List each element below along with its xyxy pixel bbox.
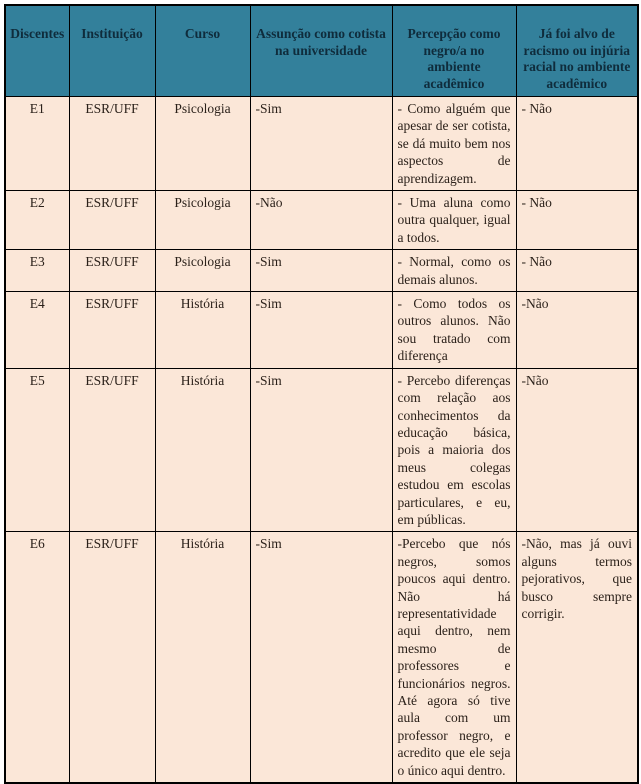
cell-percepcao: - Como todos os outros alunos. Não sou t… — [391, 291, 517, 369]
cell-racismo: -Não — [515, 291, 639, 369]
cell-racismo: - Não — [515, 249, 639, 293]
cell-instituicao: ESR/UFF — [68, 249, 156, 293]
cell-percepcao: - Como alguém que apesar de ser cotista,… — [391, 95, 517, 192]
cell-cotista: -Sim — [249, 249, 393, 293]
cell-percepcao: -Percebo que nós negros, somos poucos aq… — [391, 531, 517, 784]
cell-percepcao: - Percebo diferenças com relação aos con… — [391, 367, 517, 533]
table-row-e6: E6 ESR/UFF História -Sim -Percebo que nó… — [4, 531, 639, 784]
col-header-instituicao: Instituição — [68, 4, 156, 97]
cell-instituicao: ESR/UFF — [68, 190, 156, 251]
cell-racismo: -Não, mas já ouvi alguns termos pejorati… — [515, 531, 639, 784]
col-header-discentes: Discentes — [4, 4, 70, 97]
table-row-e2: E2 ESR/UFF Psicologia -Não - Uma aluna c… — [4, 190, 639, 251]
col-header-racismo: Já foi alvo de racismo ou injúria racial… — [515, 4, 639, 97]
cell-cotista: -Sim — [249, 95, 393, 192]
header-row: Discentes Instituição Curso Assunção com… — [4, 4, 639, 97]
cell-cotista: -Sim — [249, 291, 393, 369]
table-row-e4: E4 ESR/UFF História -Sim - Como todos os… — [4, 291, 639, 369]
col-header-cotista: Assunção como cotista na universidade — [249, 4, 393, 97]
cell-percepcao: - Normal, como os demais alunos. — [391, 249, 517, 293]
table-header: Discentes Instituição Curso Assunção com… — [4, 4, 639, 97]
col-header-percepcao: Percepção como negro/a no ambiente acadê… — [391, 4, 517, 97]
cell-instituicao: ESR/UFF — [68, 95, 156, 192]
cell-curso: Psicologia — [154, 190, 251, 251]
cell-curso: História — [154, 291, 251, 369]
cell-discente: E3 — [4, 249, 70, 293]
table-row-e5: E5 ESR/UFF História -Sim - Percebo difer… — [4, 367, 639, 533]
cell-racismo: -Não — [515, 367, 639, 533]
cell-curso: História — [154, 367, 251, 533]
cell-discente: E2 — [4, 190, 70, 251]
cell-instituicao: ESR/UFF — [68, 531, 156, 784]
cell-discente: E5 — [4, 367, 70, 533]
cell-instituicao: ESR/UFF — [68, 367, 156, 533]
cell-percepcao: - Uma aluna como outra qualquer, igual a… — [391, 190, 517, 251]
table-row-e3: E3 ESR/UFF Psicologia -Sim - Normal, com… — [4, 249, 639, 293]
cell-discente: E6 — [4, 531, 70, 784]
student-interview-table: Discentes Instituição Curso Assunção com… — [4, 4, 639, 784]
cell-racismo: - Não — [515, 190, 639, 251]
col-header-curso: Curso — [154, 4, 251, 97]
cell-discente: E4 — [4, 291, 70, 369]
cell-instituicao: ESR/UFF — [68, 291, 156, 369]
cell-racismo: - Não — [515, 95, 639, 192]
cell-cotista: -Não — [249, 190, 393, 251]
cell-curso: Psicologia — [154, 249, 251, 293]
cell-curso: História — [154, 531, 251, 784]
cell-cotista: -Sim — [249, 367, 393, 533]
table-body: E1 ESR/UFF Psicologia -Sim - Como alguém… — [4, 95, 639, 784]
table-row-e1: E1 ESR/UFF Psicologia -Sim - Como alguém… — [4, 95, 639, 192]
page: Discentes Instituição Curso Assunção com… — [4, 4, 639, 784]
cell-cotista: -Sim — [249, 531, 393, 784]
cell-curso: Psicologia — [154, 95, 251, 192]
cell-discente: E1 — [4, 95, 70, 192]
